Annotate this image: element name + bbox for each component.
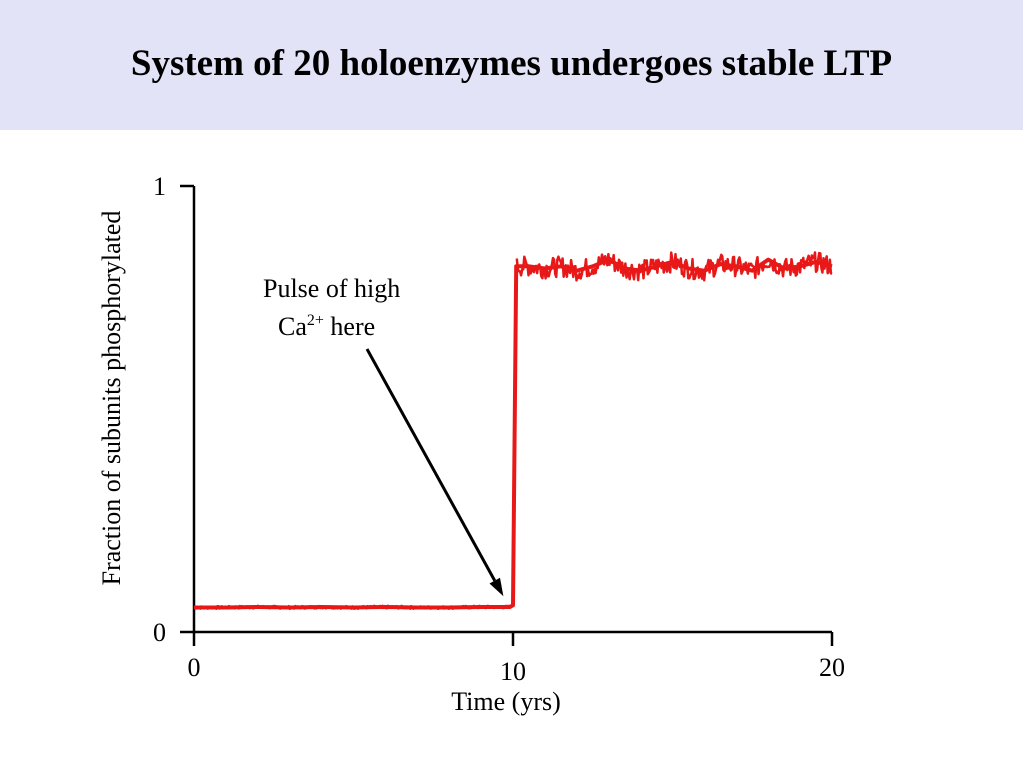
series-noise	[193, 604, 513, 611]
annotation-here: here	[323, 312, 376, 341]
x-tick-label: 20	[819, 653, 845, 682]
annotation-charge: 2+	[306, 312, 324, 329]
y-tick-label: 1	[153, 172, 166, 201]
annotation-ca: Ca	[278, 312, 307, 341]
annotation-line-1: Pulse of high	[263, 274, 401, 303]
phosphorylation-trace	[193, 251, 833, 611]
annotation-arrowhead	[489, 577, 504, 597]
title-band	[0, 0, 1023, 130]
series-noise	[515, 251, 833, 282]
y-tick-label: 0	[153, 618, 166, 647]
pulse-annotation: Pulse of high Ca2+ here	[240, 270, 450, 346]
x-tick-label: 0	[188, 653, 201, 682]
x-tick-label: 10	[500, 657, 526, 686]
y-axis-label: Fraction of subunits phosphorylated	[97, 211, 126, 586]
annotation-arrow	[365, 348, 497, 582]
annotation-line-2: Ca2+ here	[240, 308, 450, 346]
slide-title: System of 20 holoenzymes undergoes stabl…	[130, 43, 893, 84]
x-axis-label: Time (yrs)	[451, 687, 561, 716]
axis-ticks: 0 10 20 0 1	[153, 172, 845, 686]
